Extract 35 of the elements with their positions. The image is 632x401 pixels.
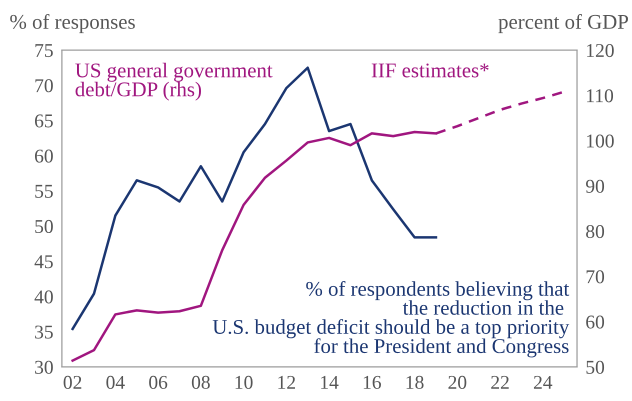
y-tick-label: 75 [35,44,53,58]
x-tick-label: 16 [364,376,381,389]
y-tick-label: 40 [34,290,53,304]
y2-tick-label: 60 [586,315,604,329]
y-tick-label: 35 [35,326,53,339]
x-tick-label: 24 [534,376,552,389]
x-tick-label: 04 [106,376,125,389]
y-tick-label: 30 [35,360,53,374]
y2-tick-label: 100 [587,134,614,148]
y2-tick-label: 70 [586,270,604,284]
annotation: IIF estimates* [372,63,489,78]
x-tick-label: 08 [192,376,210,389]
x-tick-label: 14 [321,376,339,389]
x-tick-label: 12 [278,376,295,389]
y-tick-label: 50 [35,220,53,234]
y2-tick-label: 120 [587,44,614,58]
x-tick-label: 18 [406,376,424,389]
text: US general government debt/GDP (rhs) [75,62,273,101]
x-tick-label: 02 [64,376,82,389]
x-tick-label: 20 [448,376,466,389]
y-tick-label: 45 [34,255,53,268]
y-axis-title: % of responses [10,14,135,34]
y2-tick-label: 50 [586,360,604,374]
x-tick-label: 06 [149,376,168,389]
y2-tick-label: 80 [586,224,604,238]
y-tick-label: 55 [35,184,53,198]
y-tick-label: 60 [34,150,53,163]
y2-tick-label: 90 [586,180,604,193]
y2-axis-title: percent of GDP [498,14,628,34]
y-tick-label: 70 [35,79,53,92]
x-tick-label: 10 [236,376,253,389]
text: % of respondents believing that the reduction in the U.S. budget deficit should be a top priority for the President and Congress [212,281,570,358]
y-tick-label: 65 [34,114,53,128]
y2-tick-label: 110 [587,89,614,102]
x-tick-label: 22 [491,376,509,389]
